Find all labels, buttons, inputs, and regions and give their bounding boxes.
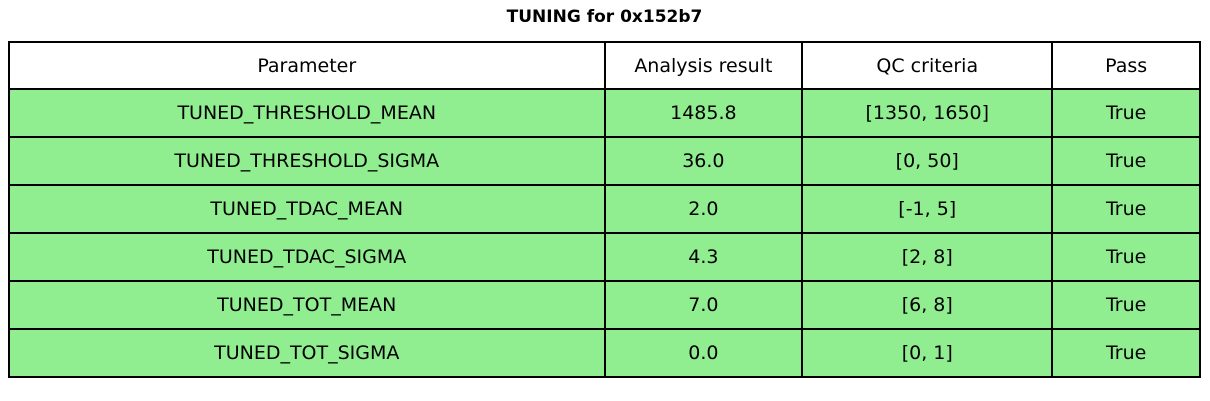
qc-criteria-cell: [0, 50] xyxy=(801,136,1054,186)
qc-criteria-cell: [-1, 5] xyxy=(801,184,1054,234)
figure-title: TUNING for 0x152b7 xyxy=(506,7,703,27)
pass-cell: True xyxy=(1051,136,1201,186)
table-row: TUNED_TDAC_SIGMA 4.3 [2, 8] True xyxy=(8,232,1201,282)
column-header-pass: Pass xyxy=(1051,41,1201,90)
analysis-result-cell: 1485.8 xyxy=(603,88,804,138)
qc-criteria-cell: [2, 8] xyxy=(801,232,1054,282)
column-header-parameter: Parameter xyxy=(8,41,606,90)
table-row: TUNED_TOT_MEAN 7.0 [6, 8] True xyxy=(8,280,1201,330)
qc-criteria-cell: [6, 8] xyxy=(801,280,1054,330)
qc-criteria-cell: [1350, 1650] xyxy=(801,88,1054,138)
pass-cell: True xyxy=(1051,328,1201,378)
analysis-result-cell: 0.0 xyxy=(603,328,804,378)
column-header-analysis-result: Analysis result xyxy=(603,41,804,90)
pass-cell: True xyxy=(1051,232,1201,282)
table-row: TUNED_THRESHOLD_MEAN 1485.8 [1350, 1650]… xyxy=(8,88,1201,138)
qc-criteria-cell: [0, 1] xyxy=(801,328,1054,378)
pass-cell: True xyxy=(1051,280,1201,330)
table-row: TUNED_TDAC_MEAN 2.0 [-1, 5] True xyxy=(8,184,1201,234)
analysis-result-cell: 36.0 xyxy=(603,136,804,186)
parameter-cell: TUNED_TOT_SIGMA xyxy=(8,328,606,378)
parameter-cell: TUNED_THRESHOLD_MEAN xyxy=(8,88,606,138)
header-row: Parameter Analysis result QC criteria Pa… xyxy=(8,41,1201,90)
table-row: TUNED_THRESHOLD_SIGMA 36.0 [0, 50] True xyxy=(8,136,1201,186)
column-header-qc-criteria: QC criteria xyxy=(801,41,1054,90)
parameter-cell: TUNED_THRESHOLD_SIGMA xyxy=(8,136,606,186)
parameter-cell: TUNED_TDAC_MEAN xyxy=(8,184,606,234)
table-row: TUNED_TOT_SIGMA 0.0 [0, 1] True xyxy=(8,328,1201,378)
qc-table: Parameter Analysis result QC criteria Pa… xyxy=(8,41,1201,378)
analysis-result-cell: 7.0 xyxy=(603,280,804,330)
pass-cell: True xyxy=(1051,184,1201,234)
analysis-result-cell: 4.3 xyxy=(603,232,804,282)
parameter-cell: TUNED_TOT_MEAN xyxy=(8,280,606,330)
analysis-result-cell: 2.0 xyxy=(603,184,804,234)
parameter-cell: TUNED_TDAC_SIGMA xyxy=(8,232,606,282)
pass-cell: True xyxy=(1051,88,1201,138)
